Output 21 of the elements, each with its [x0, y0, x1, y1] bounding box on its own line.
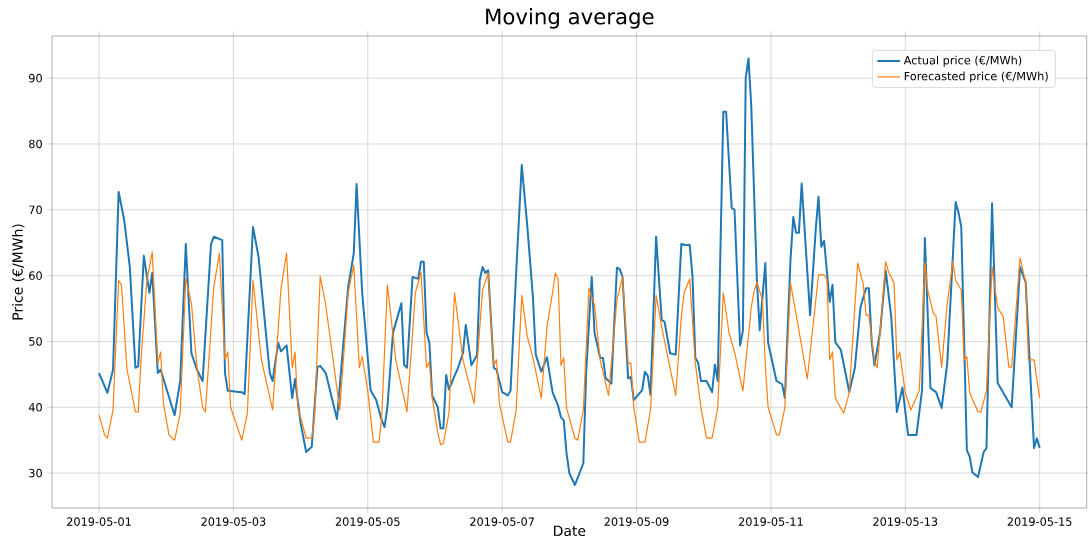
- legend-label: Actual price (€/MWh): [903, 55, 1022, 67]
- y-tick-label: 70: [29, 205, 42, 215]
- x-tick-label: 2019-05-05: [335, 517, 400, 526]
- y-tick-label: 80: [29, 139, 42, 149]
- y-axis-title: Price (€/MWh): [12, 224, 25, 320]
- x-tick-label: 2019-05-07: [470, 517, 534, 526]
- y-tick-label: 30: [29, 468, 42, 478]
- y-tick-label: 90: [29, 73, 42, 83]
- x-tick-label: 2019-05-15: [1007, 517, 1072, 526]
- x-tick-label: 2019-05-01: [67, 517, 131, 526]
- x-tick-label: 2019-05-09: [604, 517, 669, 526]
- x-axis-title: Date: [554, 525, 586, 537]
- x-tick-label: 2019-05-03: [201, 517, 266, 526]
- y-tick-label: 50: [29, 337, 42, 346]
- chart-title: Moving average: [486, 8, 654, 29]
- x-tick-label: 2019-05-13: [873, 517, 938, 526]
- legend-label: Forecasted price (€/MWh): [904, 71, 1048, 83]
- y-tick-label: 60: [29, 271, 42, 280]
- y-tick-label: 40: [28, 403, 42, 412]
- x-tick-label: 2019-05-11: [738, 517, 803, 526]
- line-series: [98, 251, 1041, 446]
